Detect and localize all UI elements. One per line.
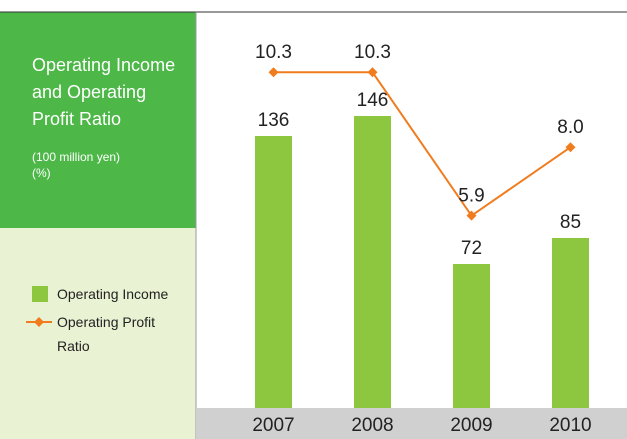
legend-swatch — [26, 317, 52, 327]
data-label: 146 — [357, 90, 389, 111]
unit-label: (100 million yen) — [32, 150, 121, 164]
data-label: 85 — [560, 212, 581, 233]
bar — [255, 136, 292, 408]
x-tick-label: 2009 — [450, 415, 492, 436]
x-tick-label: 2007 — [252, 415, 294, 436]
unit-label: (%) — [32, 166, 51, 180]
data-label: 10.3 — [354, 42, 391, 63]
line-marker — [367, 67, 378, 78]
chart-title: Operating Income and Operating Profit Ra… — [32, 55, 176, 129]
line-marker — [565, 142, 576, 153]
data-label: 5.9 — [458, 186, 484, 207]
bar — [354, 116, 391, 408]
title-panel: Operating Income and Operating Profit Ra… — [0, 12, 196, 228]
data-label: 10.3 — [255, 42, 292, 63]
x-tick-label: 2008 — [351, 415, 393, 436]
data-label: 72 — [461, 238, 482, 259]
line-marker — [466, 210, 477, 221]
legend-label: Operating Income — [57, 286, 169, 302]
line-marker — [268, 67, 279, 78]
data-label: 136 — [258, 110, 290, 131]
legend-label: Operating Profit Ratio — [57, 314, 156, 354]
x-tick-label: 2010 — [549, 415, 591, 436]
bar — [453, 264, 490, 408]
line — [273, 71, 572, 218]
bar — [552, 238, 589, 408]
legend-swatch — [32, 286, 48, 302]
data-label: 8.0 — [557, 117, 583, 138]
legend-panel: Operating Income Operating Profit Ratio — [0, 228, 196, 439]
